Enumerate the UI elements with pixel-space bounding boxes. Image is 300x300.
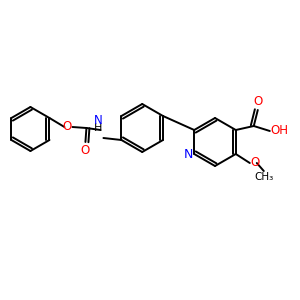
Text: N: N <box>184 148 193 160</box>
Text: H: H <box>94 123 102 133</box>
Text: O: O <box>253 95 262 108</box>
Text: OH: OH <box>271 124 289 137</box>
Text: N: N <box>94 114 102 127</box>
Text: O: O <box>62 119 71 133</box>
Text: O: O <box>251 157 260 169</box>
Text: CH₃: CH₃ <box>254 172 273 182</box>
Text: O: O <box>81 144 90 157</box>
